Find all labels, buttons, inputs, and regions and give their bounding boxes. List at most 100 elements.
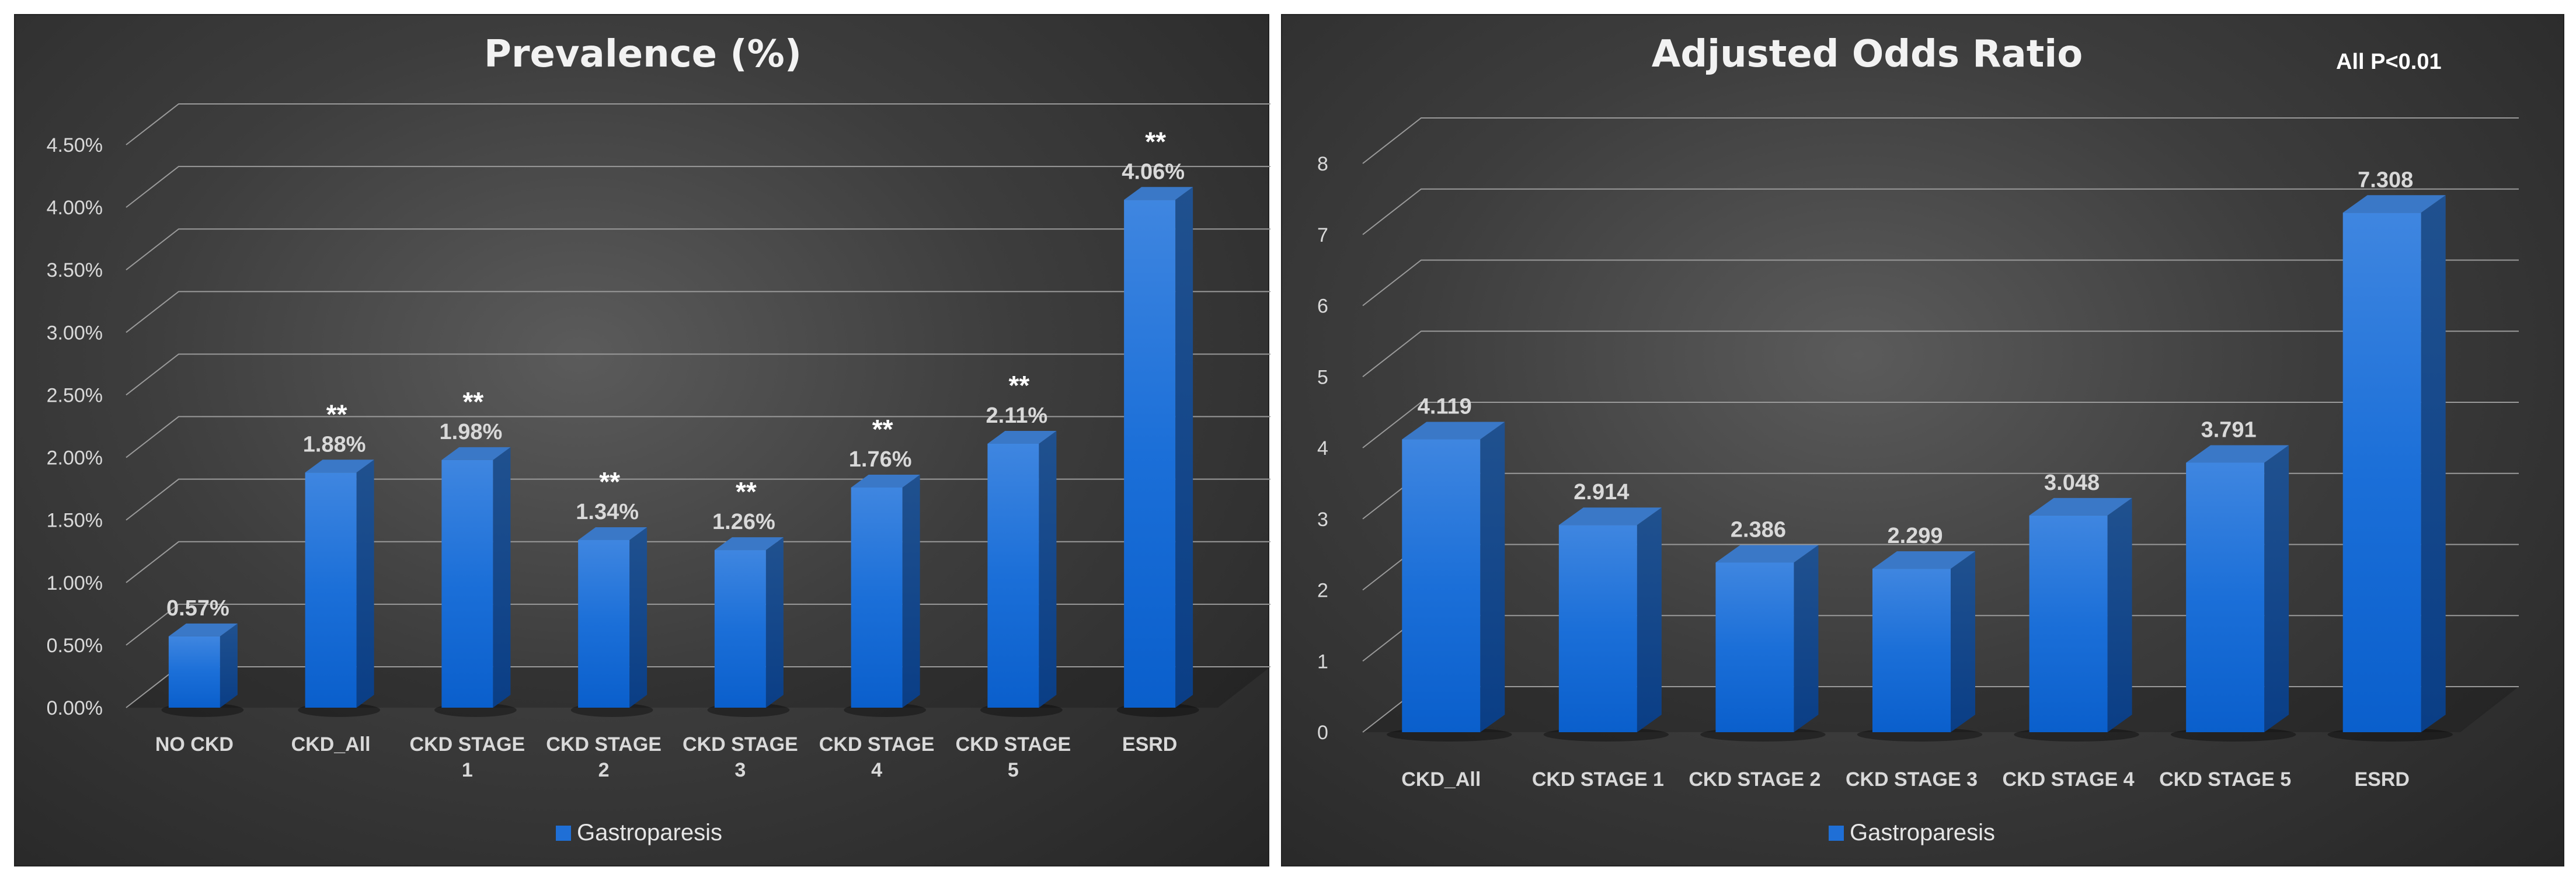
y-tick-label: 4 — [1317, 437, 1328, 460]
gridline — [126, 416, 1270, 458]
gridline — [1362, 117, 2519, 164]
chart-title: Adjusted Odds Ratio — [1652, 33, 2083, 76]
bar-side — [2107, 497, 2132, 732]
significance-stars: ** — [1145, 126, 1166, 156]
significance-stars: ** — [599, 467, 620, 497]
bar — [570, 527, 653, 717]
bar-top — [1715, 545, 1819, 563]
chart-title: Prevalence (%) — [484, 33, 802, 76]
gridline — [1362, 402, 2519, 448]
bar-front — [441, 460, 493, 708]
y-tick-label: 5 — [1317, 366, 1328, 388]
data-label: 2.299 — [1887, 524, 1943, 548]
bar-top — [2342, 195, 2446, 213]
bar-top — [578, 527, 648, 540]
category-label: 5 — [1008, 759, 1019, 781]
y-tick-label: 0.00% — [47, 697, 103, 719]
data-label: 1.76% — [849, 447, 912, 472]
bar-front — [851, 487, 903, 708]
bar — [2014, 497, 2139, 742]
bar-side — [493, 447, 511, 708]
bar-side — [1951, 551, 1975, 732]
y-tick-label: 2.00% — [47, 447, 103, 469]
legend: Gastroparesis — [556, 820, 722, 845]
category-label: 4 — [871, 759, 882, 781]
significance-stars: ** — [462, 387, 483, 417]
y-tick-label: 3.50% — [47, 259, 103, 281]
category-label: ESRD — [2354, 768, 2409, 791]
data-label: 2.386 — [1731, 518, 1786, 542]
category-label: CKD STAGE — [546, 733, 662, 756]
bar-side — [765, 537, 784, 708]
significance-stars: ** — [736, 476, 757, 507]
bar-side — [629, 527, 648, 708]
y-tick-label: 1.00% — [47, 572, 103, 594]
category-label: 3 — [734, 759, 746, 781]
bar-front — [2029, 515, 2108, 732]
category-label: 2 — [598, 759, 610, 781]
prevalence-chart-panel: Prevalence (%) 0.00% 0.50% 1.00% 1.50% 2.00%… — [14, 14, 1270, 866]
category-label: CKD STAGE 4 — [2003, 768, 2135, 791]
y-tick-label: 2.50% — [47, 384, 103, 406]
bar — [707, 537, 790, 717]
gridline — [126, 353, 1270, 396]
bar — [434, 447, 517, 717]
bar — [2327, 195, 2453, 742]
category-label: CKD STAGE — [683, 733, 798, 756]
bar-side — [2264, 445, 2289, 732]
bar-top — [2186, 445, 2289, 463]
y-tick-label: 3.00% — [47, 322, 103, 344]
category-label: CKD STAGE 3 — [1846, 768, 1978, 791]
data-label: 1.26% — [712, 510, 775, 534]
bar — [1857, 551, 1983, 742]
significance-stars: ** — [326, 399, 347, 429]
significance-stars: ** — [872, 414, 893, 444]
legend-swatch — [556, 826, 571, 841]
bar-front — [2342, 213, 2421, 733]
category-label: CKD STAGE — [819, 733, 935, 756]
bar-front — [1558, 525, 1637, 732]
bar — [1116, 187, 1199, 717]
gridline — [1362, 330, 2519, 378]
bar-front — [2186, 462, 2265, 732]
y-tick-label: 2 — [1317, 580, 1328, 602]
y-tick-label: 6 — [1317, 295, 1328, 318]
y-tick-label: 0.50% — [47, 635, 103, 657]
bar-top — [168, 623, 238, 636]
bar-side — [2421, 195, 2446, 733]
y-tick-label: 8 — [1317, 153, 1328, 175]
bar-front — [1715, 562, 1794, 732]
gridline — [126, 103, 1270, 145]
data-label: 0.57% — [166, 596, 229, 621]
data-label: 7.308 — [2358, 168, 2413, 192]
category-label: ESRD — [1122, 733, 1177, 756]
gridline — [126, 291, 1270, 333]
bar-top — [714, 537, 784, 551]
y-tick-label: 1.50% — [47, 510, 103, 532]
bar-front — [1402, 439, 1481, 732]
data-label: 2.914 — [1574, 480, 1629, 504]
gridline — [126, 478, 1270, 521]
y-tick-label: 0 — [1317, 722, 1328, 744]
y-tick-label: 4.50% — [47, 134, 103, 156]
bar-top — [441, 447, 511, 460]
y-tick-label: 4.00% — [47, 197, 103, 219]
legend-swatch — [1829, 826, 1844, 841]
bar-side — [356, 460, 374, 708]
bar-front — [1124, 200, 1176, 708]
bar-front — [578, 540, 630, 708]
data-label: 1.98% — [440, 420, 503, 444]
floor-plane — [126, 667, 1270, 708]
bar-top — [2029, 497, 2132, 516]
legend: Gastroparesis — [1829, 820, 1995, 845]
bar-side — [902, 474, 920, 708]
bar — [298, 460, 381, 717]
prevalence-chart: Prevalence (%) 0.00% 0.50% 1.00% 1.50% 2.00%… — [47, 33, 1270, 845]
category-label: 1 — [462, 759, 473, 781]
legend-label: Gastroparesis — [577, 820, 722, 845]
y-tick-label: 7 — [1317, 224, 1328, 246]
bar-front — [987, 443, 1039, 708]
data-label: 2.11% — [986, 403, 1048, 428]
bar — [2170, 445, 2296, 742]
category-label: NO CKD — [155, 733, 234, 756]
